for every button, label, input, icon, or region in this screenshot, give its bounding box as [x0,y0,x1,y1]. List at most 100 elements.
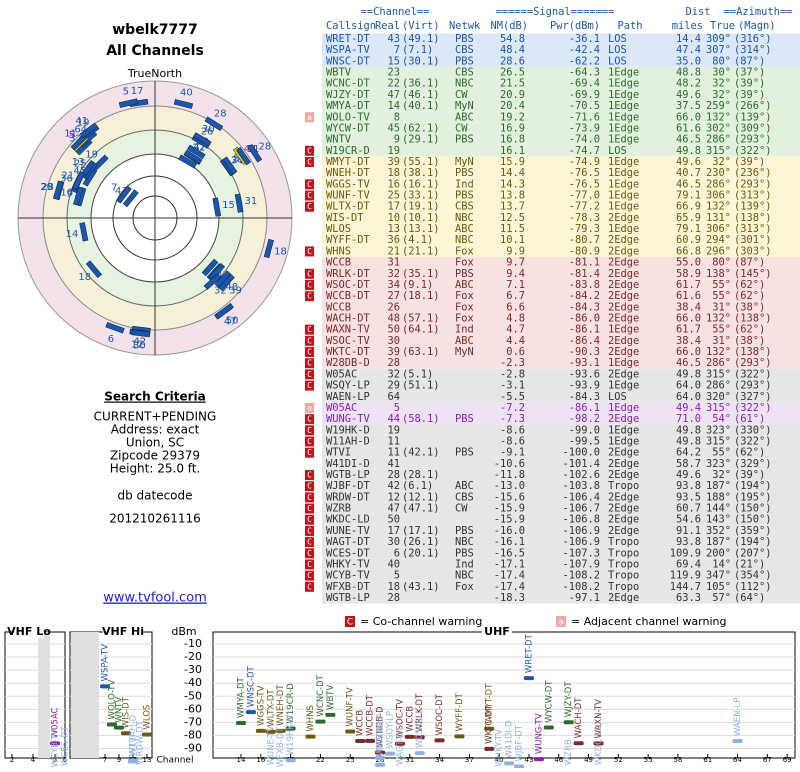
signal-mark [544,725,554,729]
y-tick-label: -60 [184,702,202,715]
column-header: Real [375,20,400,32]
column-header: miles [672,20,703,32]
cell: (43.1) [402,581,440,593]
band-label: VHF Hi [102,625,144,638]
signal-mark [514,764,524,768]
cell: PBS [455,413,474,425]
station-channel: 11 [64,129,77,140]
signal-label: WKDC-LD [594,724,604,765]
y-tick-label: -40 [184,676,202,689]
cell: (18.1) [402,290,440,302]
signal-label: WCCB [405,706,415,732]
station-channel: 39 [229,285,242,296]
cell: CW [455,503,468,515]
warning: C [307,549,312,558]
criteria-heading: Search Criteria [104,390,205,404]
warning: C [307,247,312,256]
signal-mark [375,763,385,767]
signal-label: WRET-DT [524,633,534,673]
cell: (40.1) [402,100,440,112]
signal-mark [405,735,415,739]
signal-label: WGGS-TV [256,685,266,725]
signal-label: WNSC-DT [246,665,256,707]
column-header: Path [617,20,642,32]
warning: C [307,560,312,569]
signal-label: WCCB [356,710,366,736]
y-tick-label: -90 [184,741,202,754]
station-channel: 18 [78,272,91,283]
warning: C [307,157,312,166]
co-text: = Co-channel warning [360,615,482,628]
signal-label: WHKY-TV [495,729,505,767]
adj-text: = Adjacent channel warning [571,615,727,628]
station-channel: 15 [222,200,235,211]
cell: (20.1) [402,547,440,559]
station-channel: 7 [111,182,117,193]
station-channel: 30 [133,340,146,351]
signal-mark [385,752,395,756]
cell: (47.1) [402,503,440,515]
cell: 63.3 [676,592,701,604]
signal-label: WKTC-DT [485,704,495,744]
warning: C [307,538,312,547]
y-tick-label: -20 [184,650,202,663]
column-header: True [710,20,735,32]
unit-label: dBm [171,625,196,638]
signal-label: WUNG-TV [534,713,544,754]
signal-label: WCYB-TV [51,729,61,768]
signal-label: W41DI-D [505,720,515,758]
signal-mark [524,676,534,680]
axis-label: Channel [157,756,194,766]
signal-label: WJBF-DT [515,724,525,761]
cell: WGTB-LP [326,592,370,604]
column-header: (Virt) [402,20,440,32]
column-header: Callsign [326,20,376,32]
warning: C [307,437,312,446]
warning: C [307,292,312,301]
signal-mark [484,747,494,751]
cell: -97.1 [569,592,600,604]
signal-label: WCNC-DT [316,674,326,716]
warning: C [307,381,312,390]
user: wbelk7777 [112,22,198,38]
adj-mark: a [558,618,564,628]
warning: C [307,582,312,591]
cell: (42.1) [402,447,440,459]
y-tick-label: -80 [184,728,202,741]
site-link[interactable]: www.tvfool.com [103,591,207,606]
signal-mark [415,751,425,755]
y-tick-label: -50 [184,689,202,702]
criteria-line: CURRENT+PENDING [94,410,217,424]
signal-label: WNEH-DT [276,684,286,726]
signal-mark [365,739,375,743]
datecode: 201210261116 [109,512,201,526]
signal-label: WLTX-DT [266,689,276,727]
station-channel: 31 [245,196,258,207]
warning: a [307,403,312,412]
criteria-line: Height: 25.0 ft. [110,462,201,476]
station-channel: 21 [61,170,74,181]
warning: C [307,202,312,211]
warning: C [307,448,312,457]
cell: (64.1) [402,324,440,336]
warning: C [307,515,312,524]
cell: Fox [455,581,474,593]
warning: C [307,146,312,155]
cell: (51.1) [402,380,440,392]
station-channel: 41 [75,116,88,127]
criteria-line: Zipcode 29379 [110,449,200,463]
warning: C [307,180,312,189]
signal-mark [315,720,325,724]
signal-label: W05AC [415,717,425,748]
criteria-line: Union, SC [126,436,184,450]
warning: C [307,348,312,357]
signal-mark [733,739,743,743]
cell: (29.1) [402,134,440,146]
datecode-label: db datecode [117,489,192,503]
warning: C [307,370,312,379]
warning: C [307,426,312,435]
signal-mark [355,739,365,743]
warning: C [307,526,312,535]
signal-label: WGTB-LP [376,714,386,753]
